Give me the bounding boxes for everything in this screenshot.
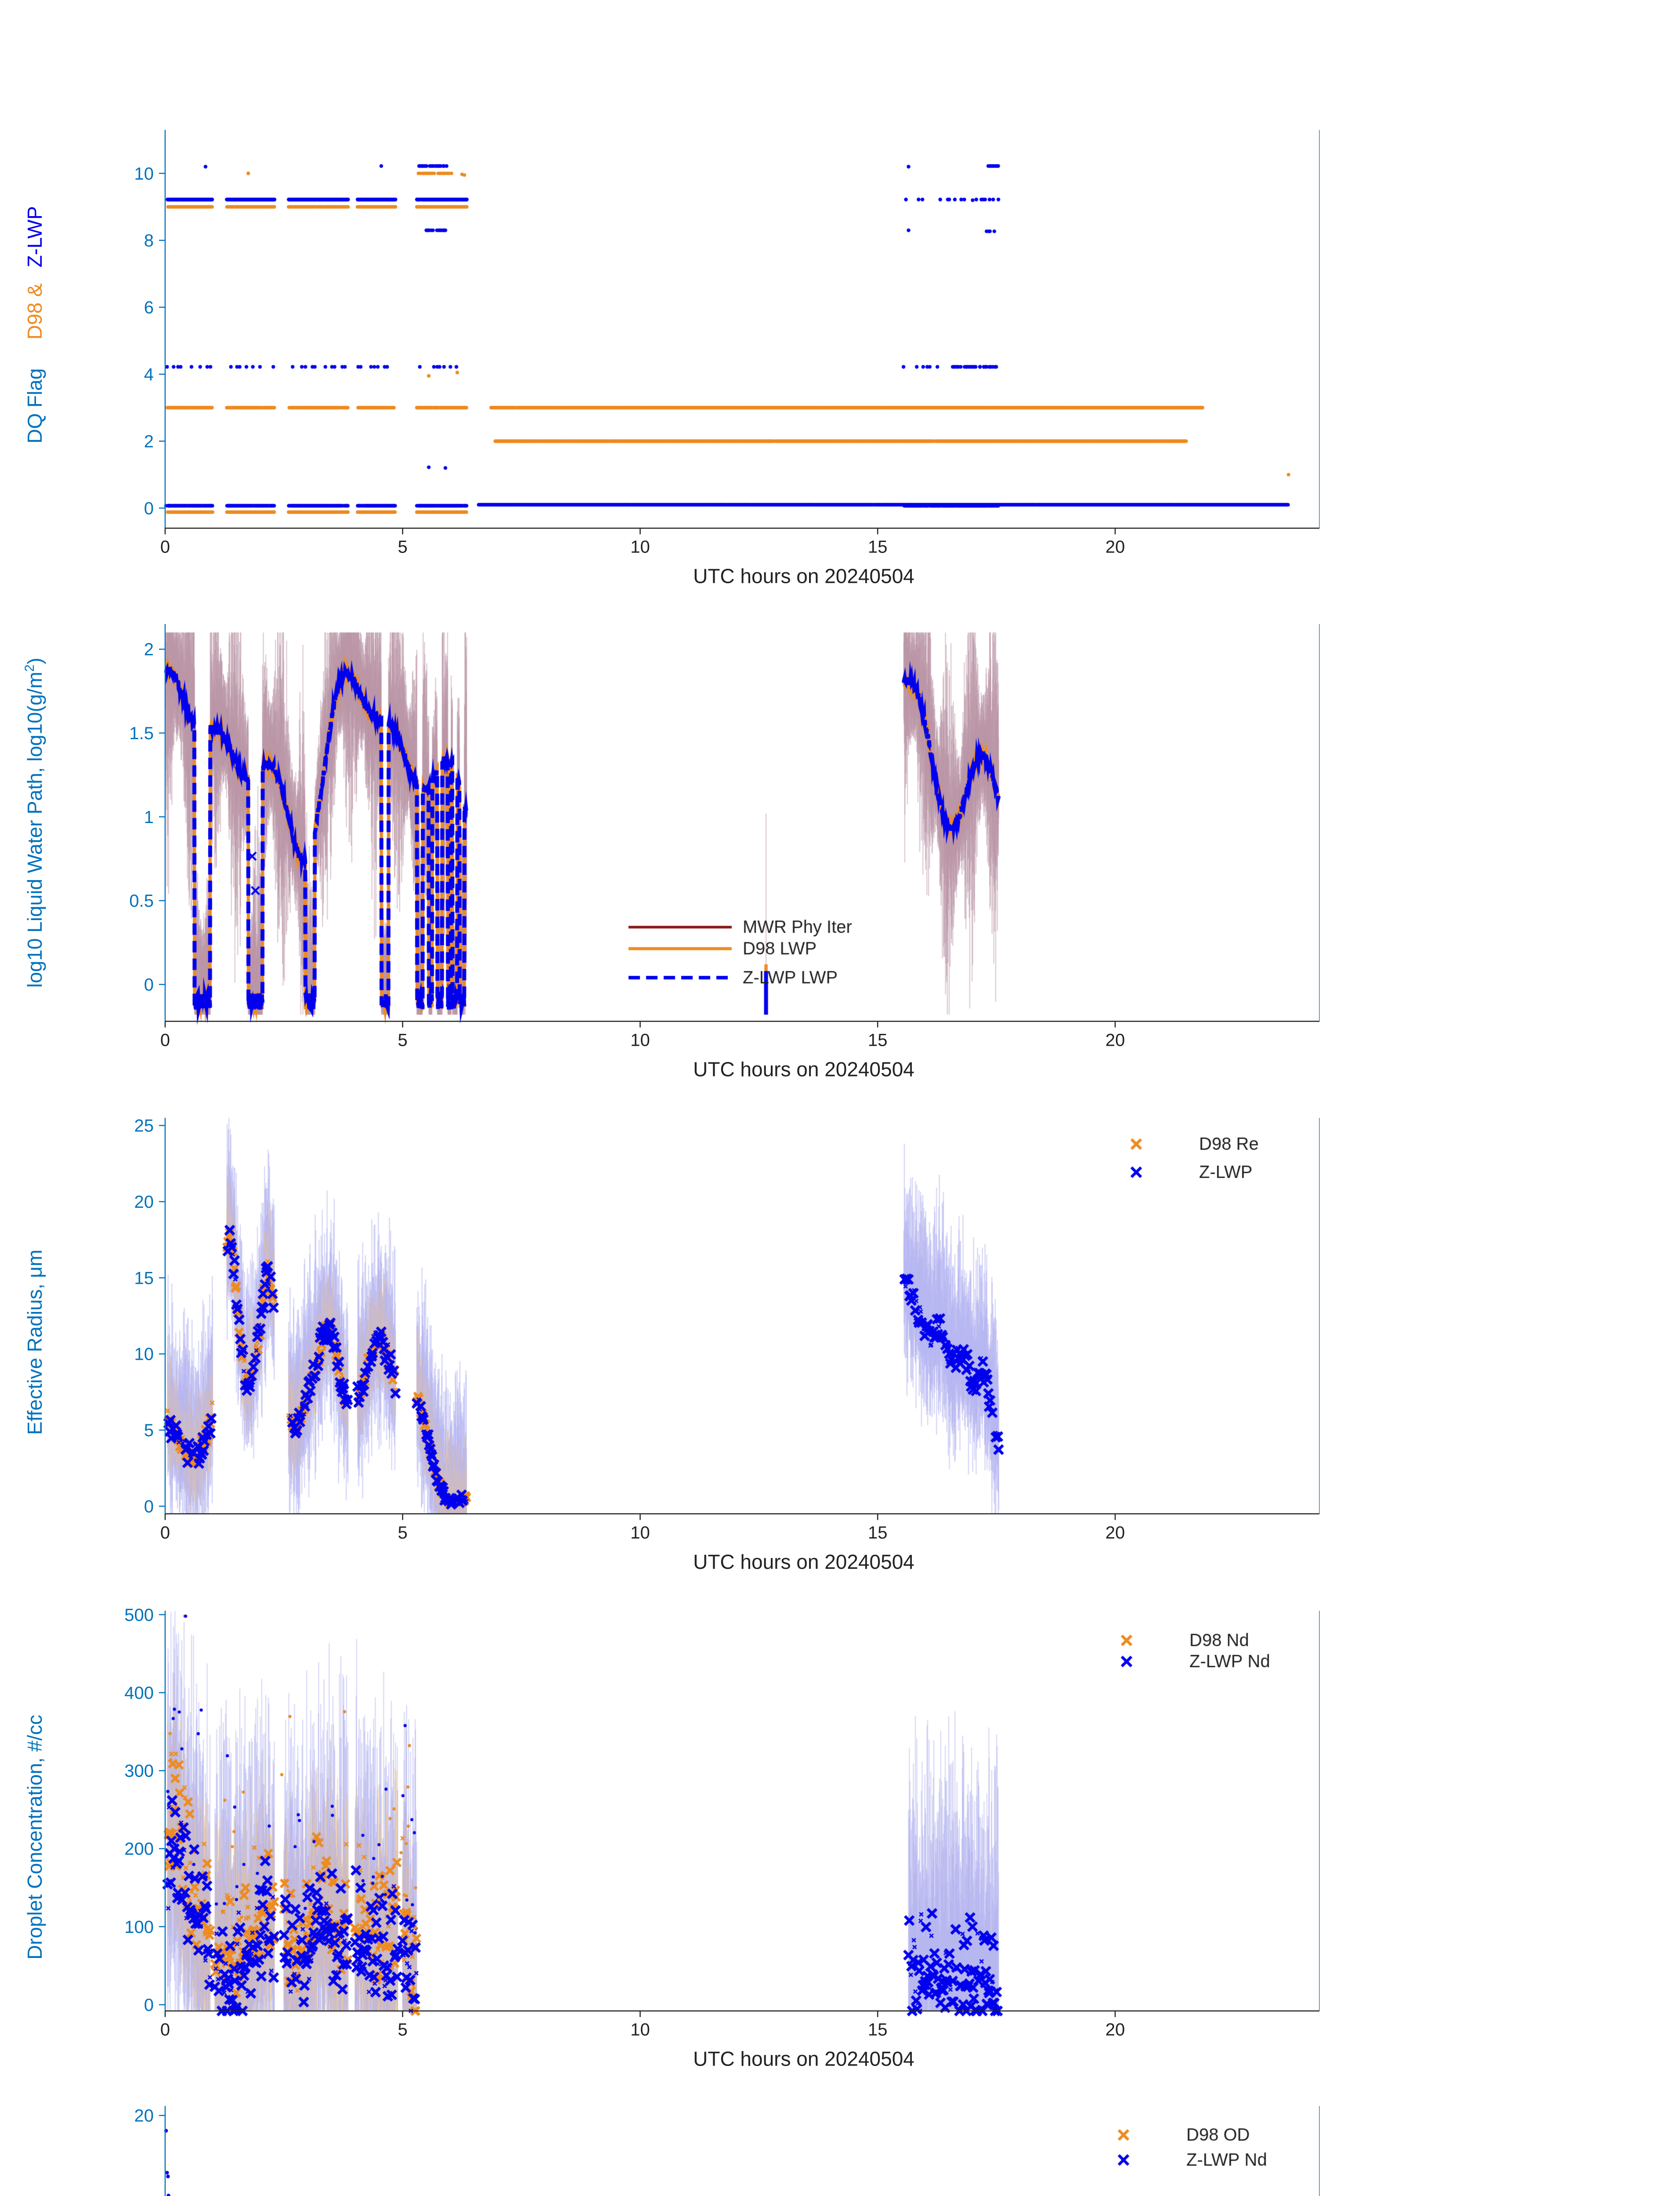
svg-text:5: 5: [398, 2020, 408, 2040]
svg-text:Z-LWP: Z-LWP: [23, 206, 46, 267]
svg-text:20: 20: [134, 1192, 154, 1212]
svg-text:20: 20: [1106, 1523, 1125, 1542]
svg-text:10: 10: [630, 1523, 650, 1542]
svg-text:0: 0: [160, 1523, 170, 1542]
svg-text:5: 5: [398, 1523, 408, 1542]
svg-text:500: 500: [124, 1605, 154, 1625]
svg-text:20: 20: [1106, 1030, 1125, 1050]
svg-text:1.5: 1.5: [129, 724, 154, 743]
svg-text:0: 0: [144, 1995, 154, 2015]
svg-text:DQ Flag: DQ Flag: [23, 368, 46, 444]
svg-text:10: 10: [630, 1030, 650, 1050]
svg-text:1: 1: [144, 808, 154, 827]
svg-text:Droplet Concentration, #/cc: Droplet Concentration, #/cc: [23, 1715, 46, 1959]
svg-text:2: 2: [144, 432, 154, 451]
svg-text:0: 0: [160, 2020, 170, 2040]
svg-text:20: 20: [1106, 2020, 1125, 2040]
svg-text:0: 0: [144, 975, 154, 994]
svg-text:UTC hours on 20240504: UTC hours on 20240504: [693, 2048, 914, 2070]
svg-text:Effective Radius, μm: Effective Radius, μm: [23, 1250, 46, 1435]
svg-text:25: 25: [134, 1116, 154, 1136]
svg-text:0: 0: [144, 499, 154, 518]
svg-text:10: 10: [134, 164, 154, 184]
svg-text:15: 15: [868, 1523, 888, 1542]
svg-text:400: 400: [124, 1683, 154, 1703]
svg-text:5: 5: [144, 1421, 154, 1440]
svg-text:D98 &: D98 &: [23, 283, 46, 340]
svg-text:10: 10: [630, 2020, 650, 2040]
svg-text:2: 2: [144, 640, 154, 659]
svg-text:10: 10: [134, 1345, 154, 1364]
svg-text:20: 20: [134, 2106, 154, 2126]
svg-text:0.5: 0.5: [129, 892, 154, 911]
svg-text:300: 300: [124, 1762, 154, 1781]
svg-text:15: 15: [134, 1268, 154, 1288]
svg-text:4: 4: [144, 365, 154, 384]
svg-text:200: 200: [124, 1839, 154, 1859]
svg-text:0: 0: [160, 1030, 170, 1050]
svg-text:8: 8: [144, 231, 154, 250]
svg-text:log10 Liquid Water Path, log10: log10 Liquid Water Path, log10(g/m2): [22, 657, 46, 987]
svg-text:UTC hours on 20240504: UTC hours on 20240504: [693, 1550, 914, 1573]
svg-text:100: 100: [124, 1918, 154, 1937]
svg-text:0: 0: [144, 1497, 154, 1516]
svg-text:15: 15: [868, 1030, 888, 1050]
svg-text:15: 15: [868, 2020, 888, 2040]
svg-text:6: 6: [144, 298, 154, 318]
svg-text:5: 5: [398, 1030, 408, 1050]
